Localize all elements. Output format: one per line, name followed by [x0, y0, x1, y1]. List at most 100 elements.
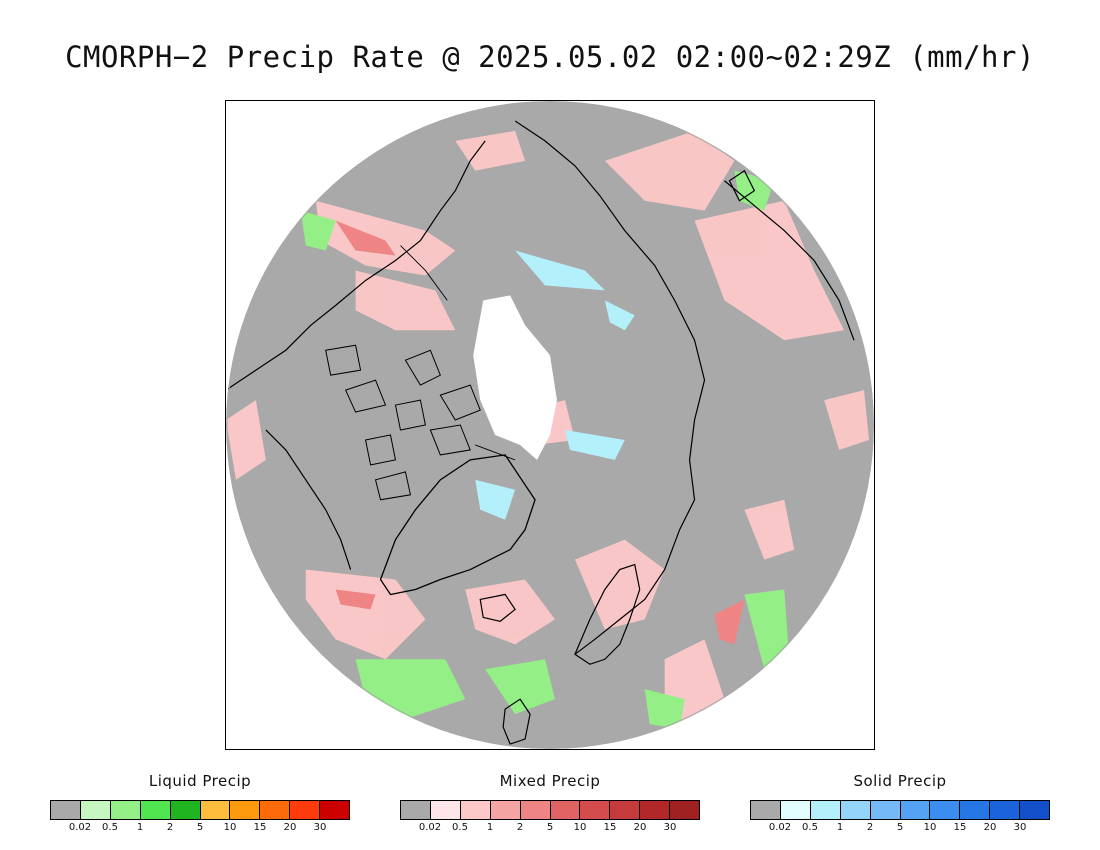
legend-swatch [840, 801, 871, 819]
legend-tick-label: 20 [633, 822, 647, 833]
legend-swatch [900, 801, 931, 819]
legend-tick-label: 10 [223, 822, 237, 833]
canadian-archipelago [325, 344, 481, 501]
legend-swatch [290, 801, 321, 819]
polar-white-region [473, 295, 557, 460]
precip-core [335, 589, 376, 610]
legend-swatch [960, 801, 991, 819]
legend-ticks: 0.02 0.5 1 2 5 10 15 20 30 [400, 822, 700, 836]
legend-tick-label: 10 [573, 822, 587, 833]
legend-swatch [200, 801, 231, 819]
polar-map [225, 100, 875, 750]
legend-tick-label: 5 [196, 822, 204, 833]
legend-swatch [490, 801, 521, 819]
precip-patch [694, 200, 845, 341]
legend-tick-label: 2 [166, 822, 174, 833]
north-america-coast [226, 140, 486, 570]
legend-swatch [460, 801, 491, 819]
legend-tick-label: 20 [283, 822, 297, 833]
legend-colorbar [750, 800, 1050, 820]
legend-colorbar [50, 800, 350, 820]
legend-title: Solid Precip [853, 772, 947, 790]
precip-patch [744, 499, 795, 560]
legend-liquid: Liquid Precip 0.02 0.5 1 2 5 10 15 20 30 [50, 770, 350, 840]
legend-tick-label: 0.5 [802, 822, 818, 833]
legend-title: Mixed Precip [499, 772, 601, 790]
legend-tick-label: 0.02 [68, 822, 92, 833]
precip-patch [604, 130, 735, 211]
legend-swatch [140, 801, 171, 819]
liquid-precip-patches [300, 170, 790, 730]
precip-patch [455, 130, 526, 171]
precip-patch [305, 569, 426, 660]
legend-swatch [751, 801, 781, 819]
legend-tick-label: 1 [136, 822, 144, 833]
legend-solid: Solid Precip 0.02 0.5 1 2 5 10 15 20 30 [750, 770, 1050, 840]
legend-ticks: 0.02 0.5 1 2 5 10 15 20 30 [750, 822, 1050, 836]
legend-mixed: Mixed Precip 0.02 0.5 1 2 5 10 15 20 30 [400, 770, 700, 840]
greenland-outline [379, 454, 536, 596]
scandinavia-outline [574, 563, 641, 665]
legend-swatch [80, 801, 111, 819]
legend-swatch [520, 801, 551, 819]
legend-swatch [990, 801, 1021, 819]
mixed-precip-heavy [335, 220, 745, 645]
legend-tick-label: 0.02 [768, 822, 792, 833]
precip-patch [300, 210, 336, 251]
legend-swatch [110, 801, 141, 819]
legend-tick-label: 2 [866, 822, 874, 833]
precip-patch [465, 579, 555, 645]
precip-patch [515, 250, 605, 291]
legend-tick-label: 0.02 [418, 822, 442, 833]
legend-tick-label: 5 [896, 822, 904, 833]
legend-swatch [51, 801, 81, 819]
legend-tick-label: 15 [603, 822, 617, 833]
legend-tick-label: 5 [546, 822, 554, 833]
precip-patch [355, 270, 456, 331]
iceland-outline [479, 593, 516, 623]
precip-core [335, 220, 396, 256]
boundary-line [400, 245, 448, 301]
legend-tick-label: 2 [516, 822, 524, 833]
legend-swatch [1020, 801, 1050, 819]
legend-swatch [580, 801, 611, 819]
kamchatka-outline [728, 169, 756, 202]
legend-swatch [320, 801, 350, 819]
polar-map-svg [226, 101, 874, 749]
boundary-line [475, 444, 516, 461]
precip-core [714, 599, 745, 645]
precip-patch [226, 400, 266, 480]
legend-tick-label: 0.5 [102, 822, 118, 833]
legend-tick-label: 30 [1013, 822, 1027, 833]
legend-swatch [670, 801, 700, 819]
legend-tick-label: 0.5 [452, 822, 468, 833]
precip-patch [475, 479, 516, 520]
legend-swatch [170, 801, 201, 819]
precip-patch [315, 200, 456, 276]
map-disk-edge [226, 101, 874, 749]
legend-colorbar [400, 800, 700, 820]
chart-title: CMORPH−2 Precip Rate @ 2025.05.02 02:00~… [65, 40, 1035, 74]
legend-swatch [640, 801, 671, 819]
legend-swatch [810, 801, 841, 819]
legend-swatch [930, 801, 961, 819]
legend-tick-label: 30 [313, 822, 327, 833]
legend-tick-label: 20 [983, 822, 997, 833]
precip-patch [574, 539, 665, 630]
legend-title: Liquid Precip [148, 772, 252, 790]
legend-tick-label: 10 [923, 822, 937, 833]
legend-ticks: 0.02 0.5 1 2 5 10 15 20 30 [50, 822, 350, 836]
legend-swatch [610, 801, 641, 819]
precip-patch [744, 589, 790, 670]
legend-tick-label: 30 [663, 822, 677, 833]
legend-swatch [230, 801, 261, 819]
legend-swatch [870, 801, 901, 819]
solid-precip-patches [475, 250, 635, 520]
legend-swatch [550, 801, 581, 819]
precip-patch [564, 429, 625, 460]
british-isles-outline [502, 698, 531, 745]
legend-tick-label: 1 [486, 822, 494, 833]
legend-swatch [430, 801, 461, 819]
precip-patch [644, 689, 685, 730]
legend-tick-label: 15 [953, 822, 967, 833]
